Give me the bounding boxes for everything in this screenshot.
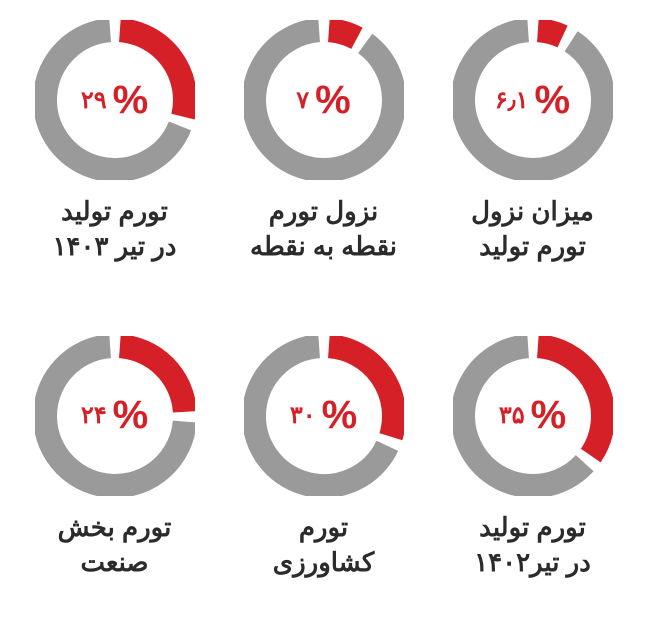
donut-cell: %۳۵ تورم تولید در تیر۱۴۰۲ — [438, 336, 627, 622]
donut-chart: %۳۰ — [244, 336, 404, 496]
donut-cell: %۷ نزول تورم نقطه به نقطه — [229, 20, 418, 306]
percent-symbol: % — [113, 78, 149, 123]
donut-center-label: %۷ — [244, 20, 404, 180]
donut-cell: %۶٫۱ میزان نزول تورم تولید — [438, 20, 627, 306]
donut-center-label: %۳۵ — [453, 336, 613, 496]
donut-chart: %۲۴ — [35, 336, 195, 496]
donut-center-label: %۲۴ — [35, 336, 195, 496]
donut-chart: %۷ — [244, 20, 404, 180]
donut-caption: نزول تورم نقطه به نقطه — [250, 194, 397, 264]
percent-symbol: % — [322, 393, 358, 438]
donut-chart: %۳۵ — [453, 336, 613, 496]
donut-cell: %۲۴ تورم بخش صنعت — [20, 336, 209, 622]
donut-center-label: %۶٫۱ — [453, 20, 613, 180]
percent-symbol: % — [113, 393, 149, 438]
donut-caption: تورم کشاورزی — [273, 510, 375, 580]
donut-caption: تورم تولید در تیر۱۴۰۲ — [474, 510, 591, 580]
percent-symbol: % — [315, 78, 351, 123]
donut-cell: %۳۰ تورم کشاورزی — [229, 336, 418, 622]
donut-value: ۶٫۱ — [495, 86, 529, 115]
donut-value: ۷ — [296, 86, 309, 115]
percent-symbol: % — [535, 78, 571, 123]
donut-center-label: %۲۹ — [35, 20, 195, 180]
donut-cell: %۲۹ تورم تولید در تیر ۱۴۰۳ — [20, 20, 209, 306]
donut-value: ۳۵ — [499, 401, 525, 430]
donut-value: ۲۴ — [81, 401, 107, 430]
donut-caption: تورم تولید در تیر ۱۴۰۳ — [53, 194, 177, 264]
donut-caption: تورم بخش صنعت — [58, 510, 172, 580]
donut-caption: میزان نزول تورم تولید — [471, 194, 594, 264]
donut-value: ۲۹ — [81, 86, 107, 115]
donut-chart: %۶٫۱ — [453, 20, 613, 180]
donut-chart: %۲۹ — [35, 20, 195, 180]
donut-grid: %۲۹تورم تولید در تیر ۱۴۰۳%۷نزول تورم نقط… — [20, 20, 627, 621]
donut-value: ۳۰ — [290, 401, 316, 430]
percent-symbol: % — [531, 393, 567, 438]
donut-center-label: %۳۰ — [244, 336, 404, 496]
